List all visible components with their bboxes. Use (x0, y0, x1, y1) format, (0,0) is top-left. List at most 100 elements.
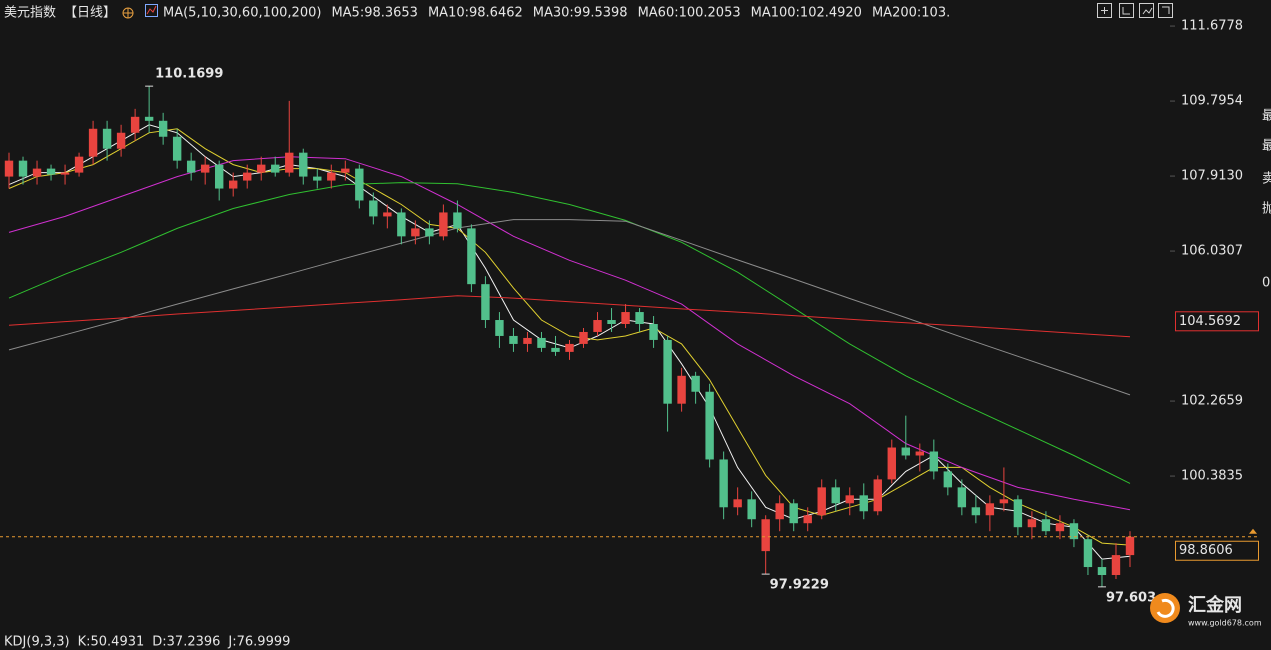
legend-entry: MA100:102.4920 (751, 6, 862, 21)
candle-body (369, 200, 378, 217)
candle-body (621, 312, 630, 325)
candle-body (186, 160, 196, 173)
tool-icon[interactable] (1158, 3, 1173, 18)
candle-body (831, 487, 840, 504)
logo-name: 汇金网 (1188, 594, 1242, 616)
candle-body (957, 487, 967, 508)
candle-body (453, 212, 462, 229)
candle-body (1041, 519, 1051, 532)
candle-body (439, 212, 448, 237)
add-icon-cross (123, 8, 133, 18)
candle-body (705, 391, 714, 460)
tool-icon[interactable] (1097, 3, 1112, 18)
candle-body (677, 375, 686, 404)
candle-body (1027, 519, 1037, 528)
candle-body (18, 160, 28, 177)
candle-body (60, 172, 70, 175)
candle-body (943, 471, 953, 488)
candle-body (607, 320, 616, 325)
annotation-label: 110.1699 (155, 67, 223, 82)
ma-line (8, 295, 1131, 338)
ma-line (8, 219, 1131, 396)
candle-body (719, 459, 728, 508)
candle-body (1013, 499, 1023, 528)
indicator-value: K:50.4931 (78, 635, 145, 650)
candle-body (1111, 555, 1121, 576)
candle-body (733, 499, 742, 508)
candle-body (327, 172, 336, 181)
ma-title: MA(5,10,30,60,100,200) (163, 6, 321, 21)
candle-body (397, 212, 406, 237)
indicator-value: D:37.2396 (152, 635, 220, 650)
icon-frame (145, 4, 158, 17)
side-text: 抛 (1262, 202, 1271, 217)
tool-glyph (1101, 6, 1170, 15)
candle-body (341, 168, 350, 173)
candle-body (537, 337, 546, 348)
candle-body (467, 228, 476, 285)
y-tick-label: 111.6778 (1181, 19, 1243, 34)
candle-body (299, 152, 308, 177)
candle-body (229, 180, 238, 189)
candle-body (663, 339, 672, 404)
candle-body (845, 495, 854, 504)
annotation-label: 97.603 (1106, 590, 1156, 605)
ma-line (8, 128, 1131, 546)
candle-body (32, 168, 42, 177)
candle-body (1083, 539, 1093, 568)
legend-entry: MA10:98.6462 (428, 6, 523, 21)
candle-body (761, 519, 770, 552)
candle-body (481, 284, 490, 321)
y-tick-label: 102.2659 (1181, 394, 1243, 409)
candle-body (1069, 523, 1079, 540)
candle-body (172, 136, 182, 161)
candle-body (102, 128, 112, 149)
toolbar (1097, 3, 1173, 18)
candle-body (523, 337, 532, 344)
legend-entry: MA200:103. (872, 6, 950, 21)
candle-body (285, 152, 294, 173)
candle-body (593, 320, 602, 332)
legend-entry: MA5:98.3653 (331, 6, 418, 21)
candle-body (200, 164, 210, 173)
logo-circle (1150, 593, 1180, 623)
candle-body (971, 507, 981, 516)
y-tick-label: 106.0307 (1181, 244, 1243, 259)
chart-title: 美元指数 (4, 6, 56, 21)
candle-body (243, 172, 252, 181)
tool-icon[interactable] (1139, 3, 1154, 18)
y-tick-label: 107.9130 (1181, 169, 1243, 184)
legend-entry: MA60:100.2053 (638, 6, 741, 21)
y-tick-label: 100.3835 (1181, 469, 1243, 484)
tool-icon[interactable] (1119, 3, 1134, 18)
candle-body (1125, 536, 1135, 556)
watermark: 汇金网 www.gold678.com (1150, 593, 1262, 628)
candle-body (88, 128, 98, 157)
side-text: 0 (1262, 276, 1270, 291)
candle-body (214, 164, 224, 189)
side-text: 最 (1262, 139, 1271, 154)
candle-body (509, 335, 518, 344)
candle-body (915, 451, 925, 456)
candle-body (411, 228, 420, 237)
candle-body (383, 212, 392, 217)
legend-entry: MA30:99.5398 (533, 6, 628, 21)
period-label: 【日线】 (64, 6, 116, 21)
annotation-label: 97.9229 (770, 578, 829, 593)
candle-body (873, 479, 882, 512)
candle-body (551, 347, 560, 352)
candle-body (635, 312, 644, 325)
last-price-label: 98.8606 (1179, 543, 1233, 558)
candle-body (789, 503, 798, 524)
ma200-marker-label: 104.5692 (1179, 314, 1241, 329)
candle-body (579, 331, 588, 344)
ma-line (8, 182, 1131, 484)
candle-body (775, 503, 784, 520)
side-text: 最 (1262, 109, 1271, 124)
logo-glyph (1156, 598, 1175, 618)
candle-body (144, 116, 154, 121)
candle-body (929, 451, 939, 472)
candle-body (425, 228, 434, 237)
